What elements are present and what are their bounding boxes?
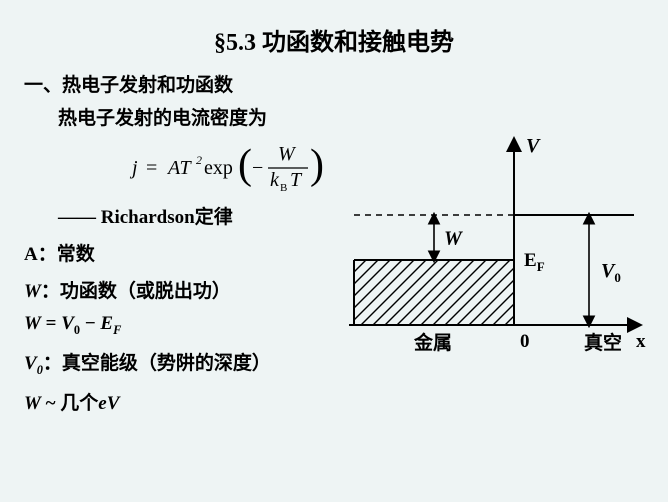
eq2-minus: − <box>80 313 100 334</box>
content-block: 一、热电子发射和功函数 热电子发射的电流密度为 j = AT 2 exp ( −… <box>24 70 344 425</box>
wr-text: ~ 几个 <box>41 393 98 414</box>
eq-at: AT <box>166 157 192 179</box>
svg-text:V: V <box>526 135 541 157</box>
law-label: —— Richardson定律 <box>58 202 344 229</box>
eq-rparen: ) <box>310 142 324 188</box>
eq-minus: − <box>252 157 263 179</box>
svg-text:金属: 金属 <box>413 331 452 354</box>
eq-j: j <box>129 157 138 179</box>
eq-eq: = <box>146 157 157 179</box>
a-constant: A：常数 <box>24 239 344 266</box>
svg-text:0: 0 <box>520 331 530 352</box>
svg-text:W: W <box>444 228 463 250</box>
svg-text:真空: 真空 <box>584 331 622 354</box>
eq-kb: k <box>270 169 280 191</box>
eq-t: T <box>290 169 303 191</box>
eq2-v: V <box>61 313 74 334</box>
eq2-eq: = <box>41 313 61 334</box>
svg-text:EF: EF <box>524 250 545 274</box>
a-text: 常数 <box>57 244 95 265</box>
v0-text: ：真空能级（势阱的深度） <box>43 353 271 374</box>
section-heading: 一、热电子发射和功函数 <box>24 70 344 97</box>
w-range: W ~ 几个eV <box>24 388 344 415</box>
eq2-f: F <box>113 323 121 337</box>
w-symbol: W <box>24 281 41 302</box>
w-definition: W：功函数（或脱出功） <box>24 276 344 303</box>
v0-definition: V0：真空能级（势阱的深度） <box>24 348 344 378</box>
section-sub: 热电子发射的电流密度为 <box>58 103 344 130</box>
svg-text:x: x <box>636 331 646 352</box>
eq2-w: W <box>24 313 41 334</box>
eq-w-num: W <box>278 143 297 165</box>
wr-ev: eV <box>98 393 119 414</box>
eq2-e: E <box>100 313 113 334</box>
formula-w-eq: W = V0 − EF <box>24 313 344 338</box>
formula-richardson: j = AT 2 exp ( − W k B T ) <box>124 138 344 196</box>
page-title: §5.3 功函数和接触电势 <box>0 0 668 57</box>
a-symbol: A： <box>24 244 57 265</box>
eq-lparen: ( <box>238 142 252 188</box>
svg-text:V0: V0 <box>601 260 621 285</box>
eq-sq: 2 <box>196 153 202 167</box>
eq-b: B <box>280 182 287 194</box>
v0-sym: V <box>24 353 37 374</box>
wr-w: W <box>24 393 41 414</box>
w-text: ：功函数（或脱出功） <box>41 281 231 302</box>
energy-diagram: Vx 0 W EF V0 金属 真空 <box>334 130 654 390</box>
eq-exp: exp <box>204 157 233 179</box>
